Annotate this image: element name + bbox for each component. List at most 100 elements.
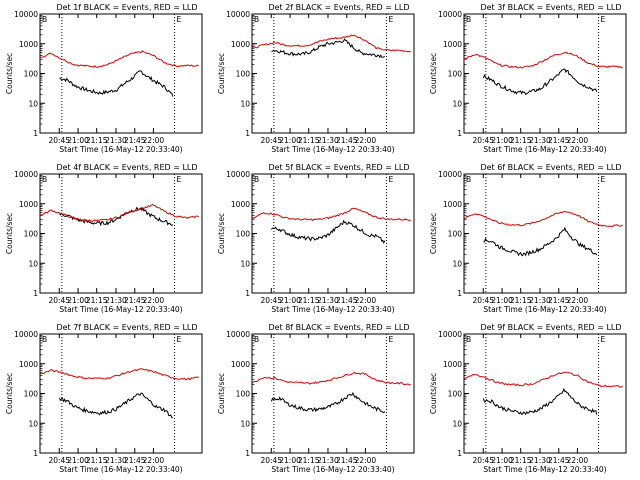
x-tick-label: 21:45	[548, 456, 570, 465]
x-tick-label: 21:15	[510, 136, 532, 145]
x-tick-label: 21:30	[105, 456, 127, 465]
end-marker-label: E	[176, 335, 181, 344]
x-tick-label: 22:00	[143, 136, 165, 145]
x-tick-label: 20:45	[48, 296, 70, 305]
lld-series-line	[463, 51, 623, 69]
x-tick-label: 22:00	[355, 456, 377, 465]
x-tick-label: 21:15	[298, 136, 320, 145]
x-tick-label: 21:00	[491, 136, 513, 145]
panel-title: Det 6f BLACK = Events, RED = LLD	[480, 163, 621, 172]
y-tick-label: 100	[236, 390, 251, 399]
detector-panel: Det 8f BLACK = Events, RED = LLD 1 10 100 10…	[217, 323, 415, 474]
y-axis-label: Counts/sec	[429, 373, 438, 414]
end-marker-label: E	[176, 175, 181, 184]
end-marker-label: E	[388, 335, 393, 344]
x-tick-label: 21:00	[67, 296, 89, 305]
end-marker-label: E	[600, 15, 605, 24]
x-tick-label: 22:00	[355, 296, 377, 305]
panel-title: Det 2f BLACK = Events, RED = LLD	[268, 3, 409, 12]
y-tick-label: 10000	[438, 10, 462, 19]
x-axis-label: Start Time (16-May-12 20:33:40)	[59, 465, 182, 474]
detector-panel: Det 5f BLACK = Events, RED = LLD 1 10 100 10…	[217, 163, 415, 314]
y-axis-label: Counts/sec	[5, 373, 14, 414]
x-tick-label: 20:45	[260, 456, 282, 465]
x-tick-label: 22:00	[567, 456, 589, 465]
events-series-line	[483, 226, 598, 257]
x-tick-label: 21:15	[86, 456, 108, 465]
y-tick-label: 1000	[443, 200, 462, 209]
detector-panel: Det 1f BLACK = Events, RED = LLD 1 10 100 10…	[5, 3, 203, 154]
events-series-line	[59, 70, 174, 97]
lld-series-line	[39, 368, 200, 381]
begin-marker-label: B	[42, 15, 47, 24]
detector-panel: Det 4f BLACK = Events, RED = LLD 1 10 100 10…	[5, 163, 203, 314]
y-tick-label: 10	[28, 99, 38, 108]
y-tick-label: 1	[457, 129, 462, 138]
x-tick-label: 21:15	[86, 296, 108, 305]
y-tick-label: 1	[33, 289, 38, 298]
y-tick-label: 10000	[438, 330, 462, 339]
x-axis-label: Start Time (16-May-12 20:33:40)	[59, 305, 182, 314]
y-tick-label: 100	[24, 390, 39, 399]
y-tick-label: 1000	[19, 40, 38, 49]
x-tick-label: 21:00	[67, 456, 89, 465]
x-axis-label: Start Time (16-May-12 20:33:40)	[483, 145, 606, 154]
y-tick-label: 1	[457, 449, 462, 458]
x-tick-label: 20:45	[48, 136, 70, 145]
detector-panel: Det 6f BLACK = Events, RED = LLD 1 10 100 10…	[429, 163, 627, 314]
x-tick-label: 20:45	[472, 456, 494, 465]
begin-marker-label: B	[254, 175, 259, 184]
y-tick-label: 10	[28, 419, 38, 428]
end-marker-label: E	[600, 335, 605, 344]
x-tick-label: 21:45	[336, 296, 358, 305]
y-tick-label: 10000	[226, 330, 250, 339]
x-tick-label: 21:00	[491, 456, 513, 465]
y-tick-label: 1000	[443, 360, 462, 369]
x-tick-label: 21:30	[105, 136, 127, 145]
y-axis-label: Counts/sec	[217, 53, 226, 94]
panel-title: Det 8f BLACK = Events, RED = LLD	[268, 323, 409, 332]
x-tick-label: 21:30	[317, 136, 339, 145]
y-tick-label: 1	[33, 449, 38, 458]
x-tick-label: 21:45	[124, 456, 146, 465]
lld-series-line	[463, 210, 624, 228]
y-tick-label: 10	[240, 99, 250, 108]
x-tick-label: 21:00	[279, 296, 301, 305]
detector-panel: Det 3f BLACK = Events, RED = LLD 1 10 100 10…	[429, 3, 627, 154]
x-tick-label: 21:30	[317, 456, 339, 465]
events-series-line	[482, 387, 598, 416]
detector-panel: Det 9f BLACK = Events, RED = LLD 1 10 100 10…	[429, 323, 627, 474]
y-axis-label: Counts/sec	[429, 53, 438, 94]
y-tick-label: 10	[452, 419, 462, 428]
y-tick-label: 10	[452, 259, 462, 268]
plot-frame	[463, 333, 627, 454]
y-tick-label: 1000	[19, 200, 38, 209]
begin-marker-label: B	[466, 15, 471, 24]
x-tick-label: 21:15	[298, 296, 320, 305]
detector-panel: Det 2f BLACK = Events, RED = LLD 1 10 100 10…	[217, 3, 415, 154]
x-tick-label: 20:45	[472, 136, 494, 145]
events-series-line	[271, 38, 385, 59]
x-axis-label: Start Time (16-May-12 20:33:40)	[59, 145, 182, 154]
y-tick-label: 10000	[226, 10, 250, 19]
panel-title: Det 5f BLACK = Events, RED = LLD	[268, 163, 409, 172]
y-tick-label: 10	[240, 259, 250, 268]
plot-frame	[463, 173, 627, 294]
end-marker-label: E	[388, 175, 393, 184]
y-tick-label: 1	[457, 289, 462, 298]
panel-title: Det 3f BLACK = Events, RED = LLD	[480, 3, 621, 12]
x-tick-label: 21:45	[548, 296, 570, 305]
x-tick-label: 21:45	[336, 456, 358, 465]
y-axis-label: Counts/sec	[5, 53, 14, 94]
begin-marker-label: B	[42, 175, 47, 184]
y-tick-label: 1000	[19, 360, 38, 369]
plot-frame	[251, 13, 415, 134]
y-tick-label: 1	[245, 449, 250, 458]
x-tick-label: 20:45	[472, 296, 494, 305]
x-tick-label: 21:45	[548, 136, 570, 145]
y-tick-label: 10	[240, 419, 250, 428]
y-axis-label: Counts/sec	[217, 373, 226, 414]
x-axis-label: Start Time (16-May-12 20:33:40)	[271, 305, 394, 314]
begin-marker-label: B	[466, 175, 471, 184]
